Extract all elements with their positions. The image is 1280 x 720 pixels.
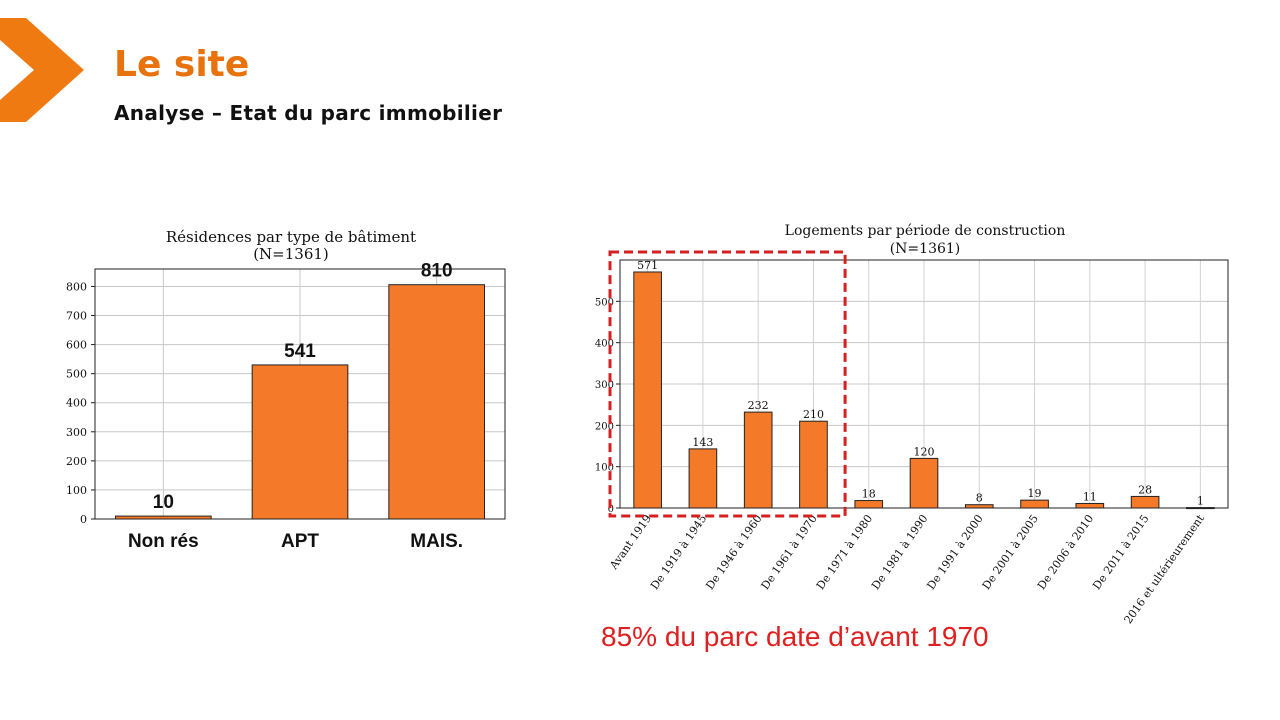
chart2-bar [1130, 495, 1160, 509]
chart2-ytick-label: 100 [595, 463, 614, 474]
chart1-title: Résidences par type de bâtiment [166, 228, 416, 246]
chart2-data-label: 1 [1197, 495, 1204, 508]
page-subtitle: Analyse – Etat du parc immobilier [114, 101, 503, 125]
page-title: Le site [114, 44, 250, 85]
chart2-data-label: 18 [862, 488, 876, 501]
chart1-subtitle: (N=1361) [253, 245, 329, 263]
chart2-bar [743, 411, 773, 509]
conclusion-caption: 85% du parc date d’avant 1970 [601, 621, 989, 652]
chart1-category-label: Non rés [128, 531, 199, 552]
chart2-frame [619, 259, 1229, 509]
chart2-category-label: De 1961 à 1970 [759, 512, 820, 592]
chart2-subtitle: (N=1361) [890, 241, 961, 257]
brand-logo-icon [0, 18, 84, 122]
chart2-bar [1075, 502, 1105, 509]
chart1-category-label: MAIS. [410, 531, 463, 552]
chart1-ytick-label: 0 [80, 513, 87, 526]
chart2-category-label: De 2011 à 2015 [1090, 512, 1151, 592]
chart2-category-label: Avant 1919 [607, 512, 655, 572]
chart1-ytick-label: 200 [66, 455, 87, 468]
chart2-bar [1020, 499, 1049, 509]
chart2-title: Logements par période de construction [785, 223, 1066, 239]
chart2-bar [854, 500, 884, 509]
chart2-ytick-label: 400 [595, 339, 614, 350]
chart1-ytick-label: 700 [66, 310, 87, 323]
chart-construction-period: Logements par période de construction (N… [595, 223, 1229, 625]
chart2-data-label: 232 [748, 399, 769, 412]
chart1-bar [251, 364, 349, 520]
chart2-data-label: 120 [914, 445, 935, 458]
chart2-data-label: 571 [637, 259, 658, 272]
chart1-ytick-label: 100 [66, 484, 87, 497]
chart1-category-label: APT [281, 531, 319, 552]
chart1-ytick-label: 300 [66, 426, 87, 439]
chart2-data-label: 11 [1083, 490, 1097, 503]
chart2-data-label: 19 [1028, 487, 1042, 500]
chart1-data-label: 10 [153, 492, 174, 513]
chart2-data-label: 8 [976, 492, 983, 505]
chart2-data-label: 210 [803, 408, 824, 421]
chart1-data-label: 810 [421, 261, 453, 282]
chart2-data-label: 28 [1138, 483, 1152, 496]
chart1-data-label: 541 [284, 341, 316, 362]
chart2-category-label: De 1946 à 1960 [703, 512, 764, 592]
chart-building-type: Résidences par type de bâtiment (N=1361)… [66, 228, 506, 552]
chart2-bar [633, 271, 662, 509]
chart1-ytick-label: 400 [66, 397, 87, 410]
chart2-category-label: De 1971 à 1980 [814, 512, 875, 592]
chart1-ytick-label: 500 [66, 368, 87, 381]
chart1-ytick-label: 600 [66, 339, 87, 352]
chart1-frame [94, 268, 506, 520]
chart2-ytick-label: 300 [595, 380, 614, 391]
chart2-category-label: De 1991 à 2000 [924, 512, 985, 592]
chart2-category-label: De 2006 à 2010 [1035, 512, 1096, 592]
chart2-highlight-box [608, 250, 847, 518]
chart2-bar [688, 448, 718, 509]
chart2-data-label: 143 [692, 436, 713, 449]
chart2-category-label: De 1919 à 1945 [648, 512, 709, 592]
chart2-ytick-label: 200 [595, 421, 614, 432]
chart2-ytick-label: 0 [608, 504, 614, 515]
chart2-bar [909, 457, 939, 509]
chart1-ytick-label: 800 [66, 280, 87, 293]
chart1-bar [388, 284, 486, 520]
chart2-category-label: De 2001 à 2005 [980, 512, 1041, 592]
chart2-bar [799, 420, 828, 509]
chart2-category-label: De 1981 à 1990 [869, 512, 930, 592]
chart2-ytick-label: 500 [595, 297, 614, 308]
